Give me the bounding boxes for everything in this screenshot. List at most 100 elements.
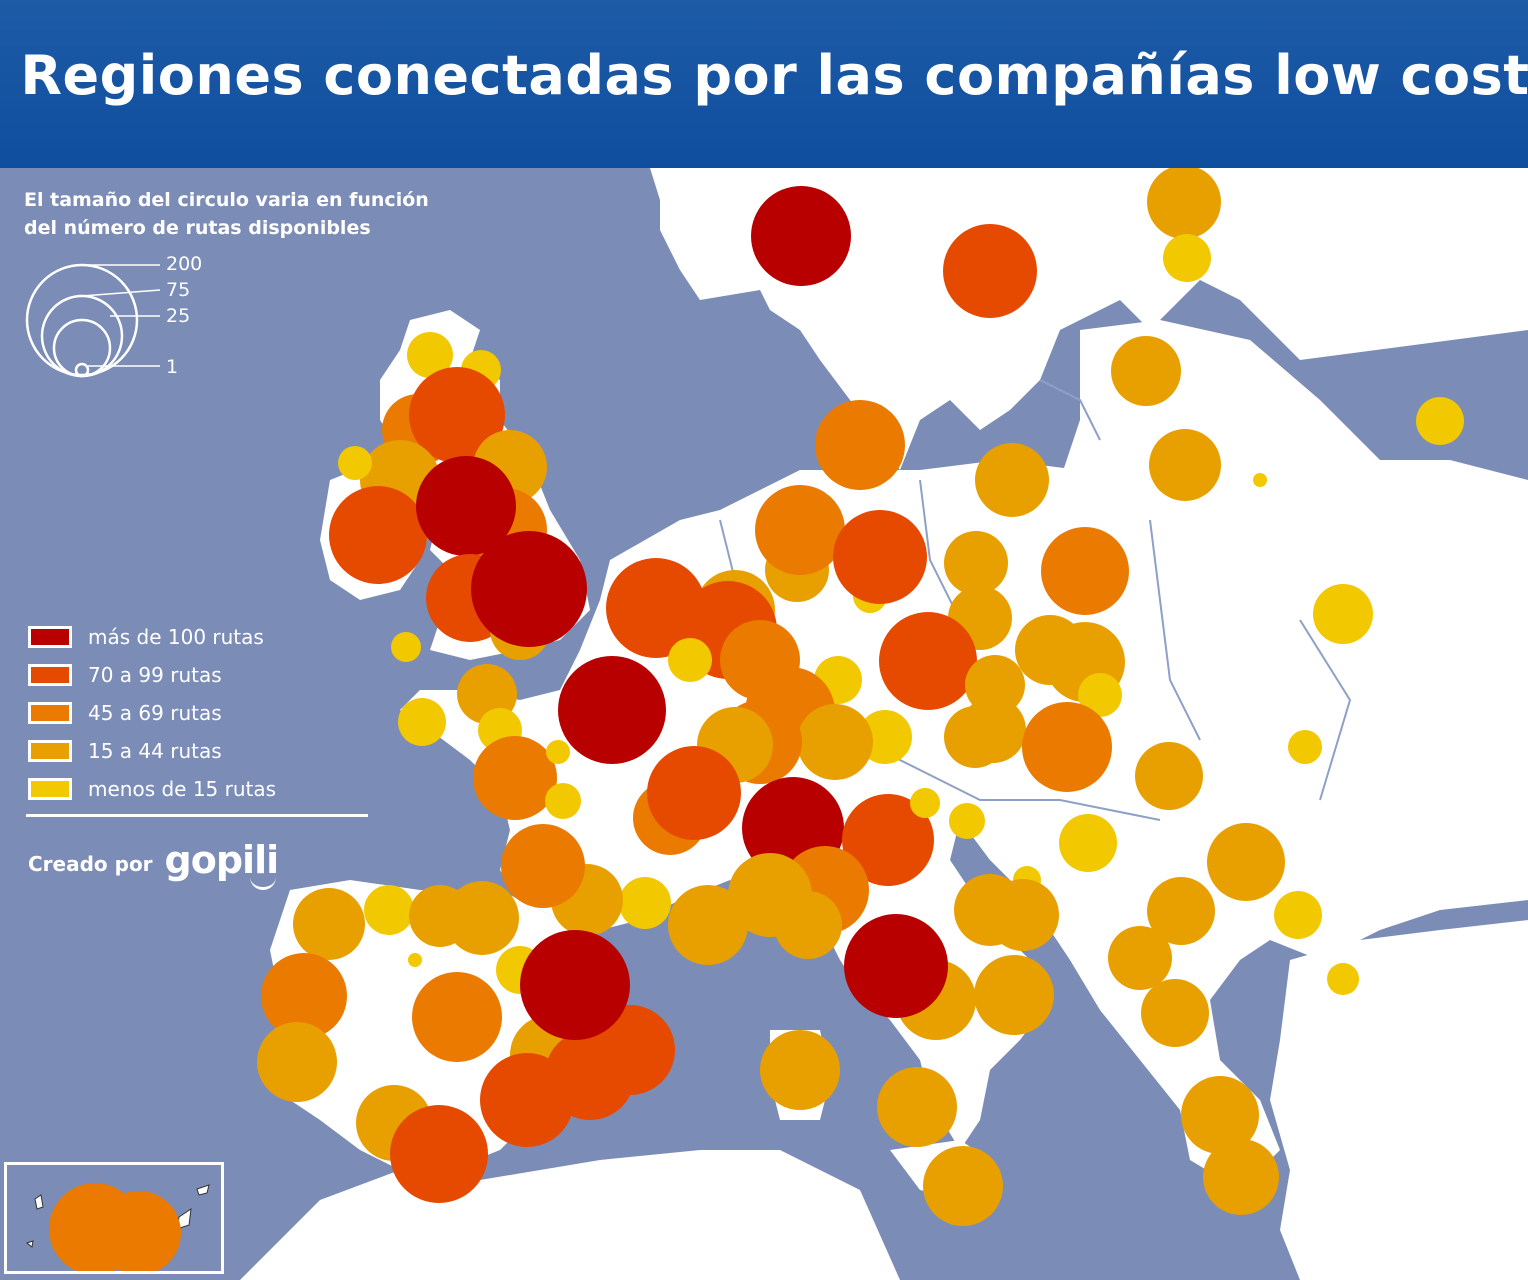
route-bubble [833, 510, 927, 604]
legend-swatch [28, 740, 72, 762]
route-bubble [398, 698, 446, 746]
route-bubble [391, 632, 421, 662]
route-bubble [1274, 891, 1322, 939]
brand-name: gopili [164, 838, 280, 882]
route-bubble [879, 612, 977, 710]
route-bubble [975, 443, 1049, 517]
route-bubble [546, 740, 570, 764]
inset-map [7, 1165, 221, 1275]
route-bubble [755, 485, 845, 575]
legend-swatch [28, 778, 72, 800]
border-line [1299, 619, 1352, 801]
size-label-25: 25 [166, 305, 191, 327]
island-shape [196, 1184, 210, 1196]
route-bubble [1108, 926, 1172, 990]
route-bubble [1313, 584, 1373, 644]
legend-divider [26, 814, 368, 817]
route-bubble [1416, 397, 1464, 445]
size-legend-circles [25, 263, 161, 378]
route-bubble [949, 803, 985, 839]
route-bubble [815, 400, 905, 490]
legend-label: 45 a 69 rutas [88, 701, 222, 725]
route-bubble [408, 953, 422, 967]
size-circle-25 [52, 318, 112, 378]
credit-prefix: Creado por [28, 852, 153, 876]
route-bubble [364, 885, 414, 935]
legend-item: 45 a 69 rutas [28, 694, 276, 732]
canary-islands-inset [4, 1162, 224, 1275]
scandinavia-land [650, 168, 1528, 470]
route-bubble [471, 531, 587, 647]
size-legend-note: El tamaño del circulo varia en función d… [24, 186, 444, 242]
island-shape [25, 1240, 34, 1248]
route-bubble [1141, 979, 1209, 1047]
route-bubble [668, 885, 748, 965]
route-bubble [1288, 730, 1322, 764]
border-line [1149, 519, 1201, 741]
route-bubble [923, 1146, 1003, 1226]
size-note-line2: del número de rutas disponibles [24, 217, 371, 239]
size-label-75: 75 [166, 279, 191, 301]
size-circle-1 [74, 362, 90, 378]
route-bubble [619, 877, 671, 929]
route-bubble [1078, 673, 1122, 717]
route-bubble [1149, 429, 1221, 501]
route-bubble [877, 1067, 957, 1147]
route-bubble [842, 794, 934, 886]
route-bubble [1111, 336, 1181, 406]
route-bubble [944, 531, 1008, 595]
route-bubble [844, 914, 948, 1018]
legend-item: más de 100 rutas [28, 618, 276, 656]
size-label-200: 200 [166, 253, 203, 275]
legend-label: 70 a 99 rutas [88, 663, 222, 687]
route-bubble [751, 186, 851, 286]
route-bubble [1147, 165, 1221, 239]
route-bubble [1135, 742, 1203, 810]
route-bubble [409, 367, 505, 463]
color-legend: más de 100 rutas 70 a 99 rutas 45 a 69 r… [28, 618, 276, 808]
route-bubble [1207, 823, 1285, 901]
route-bubble [329, 486, 427, 584]
route-bubble [1022, 702, 1112, 792]
page-title: Regiones conectadas por las compañías lo… [20, 44, 1528, 107]
route-bubble [1041, 527, 1129, 615]
route-bubble [668, 638, 712, 682]
route-bubble [473, 736, 557, 820]
route-bubble [501, 824, 585, 908]
route-bubble [647, 746, 741, 840]
route-bubble [760, 1030, 840, 1110]
legend-item: 70 a 99 rutas [28, 656, 276, 694]
route-bubbles [257, 165, 1464, 1226]
route-bubble [293, 888, 365, 960]
route-bubble [545, 783, 581, 819]
route-bubble [1059, 814, 1117, 872]
route-bubble [987, 879, 1059, 951]
credit-line: Creado por gopili [28, 838, 280, 890]
route-bubble [1147, 877, 1215, 945]
size-leader-75 [81, 289, 161, 297]
legend-swatch [28, 702, 72, 724]
legend-item: menos de 15 rutas [28, 770, 276, 808]
route-bubble [520, 930, 630, 1040]
route-bubble [1327, 963, 1359, 995]
route-bubble [1163, 234, 1211, 282]
border-line [1039, 379, 1101, 441]
turkey-land [1270, 920, 1528, 1280]
legend-swatch [28, 664, 72, 686]
legend-label: más de 100 rutas [88, 625, 264, 649]
size-label-1: 1 [166, 356, 179, 378]
route-bubble [480, 1053, 574, 1147]
route-bubble [558, 656, 666, 764]
route-bubble [261, 953, 347, 1039]
route-bubble [257, 1022, 337, 1102]
route-bubble [412, 972, 502, 1062]
island-shape [34, 1194, 44, 1210]
route-bubble [774, 891, 842, 959]
legend-label: 15 a 44 rutas [88, 739, 222, 763]
route-bubble [1181, 1076, 1259, 1154]
route-bubble [1203, 1139, 1279, 1215]
size-note-line1: El tamaño del circulo varia en función [24, 189, 429, 211]
title-row: Regiones conectadas por las compañías lo… [0, 44, 1528, 107]
route-bubble [338, 446, 372, 480]
